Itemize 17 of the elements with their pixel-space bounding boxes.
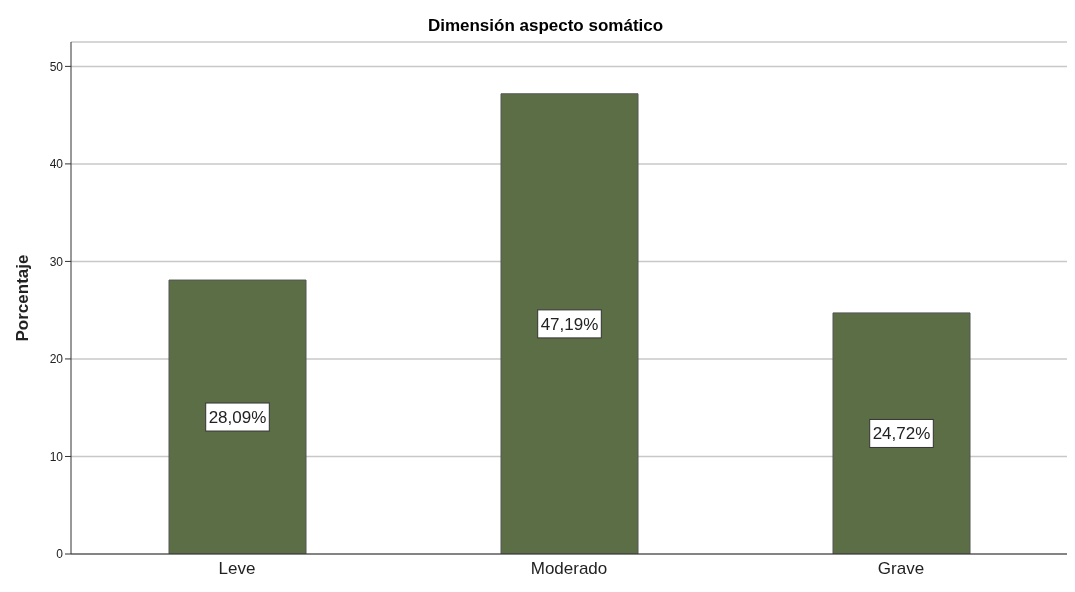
- bar: [500, 93, 639, 554]
- y-tick-label: 40: [49, 157, 64, 172]
- bar: [168, 279, 307, 554]
- data-label: 28,09%: [208, 408, 267, 428]
- x-tick-label: Leve: [218, 559, 256, 579]
- y-axis-title: Porcentaje: [13, 254, 33, 342]
- y-tick-label: 0: [56, 547, 64, 562]
- y-tick-label: 50: [49, 59, 64, 74]
- data-label: 24,72%: [872, 424, 931, 444]
- x-tick-label: Grave: [877, 559, 925, 579]
- data-label: 47,19%: [540, 314, 599, 334]
- bar: [832, 312, 971, 554]
- y-tick-label: 20: [49, 352, 64, 367]
- y-tick-label: 10: [49, 449, 64, 464]
- y-tick-label: 30: [49, 254, 64, 269]
- x-tick-label: Moderado: [530, 559, 608, 579]
- chart-title: Dimensión aspecto somático: [426, 16, 665, 36]
